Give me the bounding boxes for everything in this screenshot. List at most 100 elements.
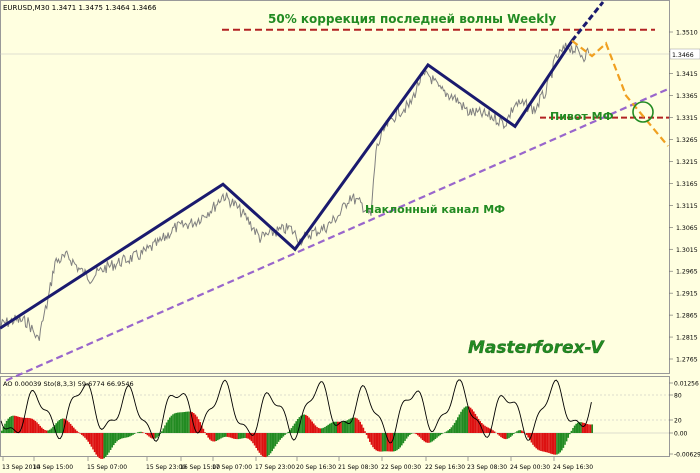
ao-bar [263,433,265,457]
indicator-scale-label: 0.00 [674,431,688,438]
ao-bar [377,433,379,452]
ao-bar [169,417,171,433]
ao-bar [452,425,454,433]
ao-bar [505,433,507,440]
ao-bar [589,424,592,433]
ao-bar [199,422,201,433]
ao-bar [415,433,417,435]
symbol-info: EURUSD,M30 1.3471 1.3475 1.3464 1.3466 [3,4,157,12]
ao-bar [197,419,200,433]
ao-bar [535,433,537,449]
ao-bar [266,433,269,457]
ao-bar [292,425,294,433]
ao-histogram [1,406,593,459]
wave-lines[interactable] [0,39,574,330]
ao-bar [444,432,446,433]
ao-bar [498,433,501,436]
ao-bar [501,433,504,439]
ao-bar [68,422,70,433]
ao-bar [319,428,321,433]
ao-bar [545,433,547,453]
price-label: 1.2765 [676,357,698,364]
ao-bar [105,433,107,457]
ao-bar [517,430,520,433]
ao-bar [245,433,248,439]
ao-bar [365,433,368,435]
ao-bar [111,433,113,448]
ao-bar [137,432,139,433]
forecast-line[interactable] [571,39,669,147]
ao-bar [348,419,350,433]
ao-bar [409,433,411,435]
ao-bar [133,433,136,434]
price-label: 1.3510 [676,30,698,37]
ao-bar [249,433,251,440]
ao-bar [309,419,312,433]
ao-bar [580,422,582,433]
time-label: 24 Sep 16:30 [553,464,593,471]
ao-bar [461,409,464,433]
ao-bar [26,417,29,433]
ao-bar [116,433,118,442]
ao-bar [258,433,261,453]
ao-bar [373,433,376,450]
ao-bar [201,425,203,433]
ao-bar [215,433,217,441]
ao-bar [76,430,78,433]
main-chart-frame[interactable] [0,0,670,374]
ao-bar [189,411,192,433]
indicator-label: AO 0.00039 Sto(8,3,3) 59.6774 66.9546 [3,380,134,388]
ao-bar [325,425,328,433]
ao-bar [82,433,85,437]
time-label: 14 Sep 15:00 [33,464,73,471]
ao-bar [489,428,491,433]
ao-bar [586,424,589,433]
ao-bar [236,433,238,440]
ao-bar [417,433,419,436]
indicator-frame[interactable] [0,376,670,457]
ao-bar [170,415,173,433]
ao-bar [556,433,558,455]
ao-bar [445,431,448,433]
ao-bar [437,433,440,437]
ao-bar [7,418,9,433]
ao-bar [537,433,539,450]
ao-bar [141,432,144,433]
ao-bar [55,423,57,433]
drawings [0,1,670,382]
price-label: 1.2965 [676,269,698,276]
ao-bar [33,419,35,433]
ao-bar [269,433,272,454]
ao-bar [47,430,49,433]
ao-bar [20,417,22,433]
pivot-circle-marker[interactable] [632,101,654,123]
ao-bar [41,427,43,433]
ao-bar [447,430,449,433]
ao-bar [31,418,33,433]
time-label: 13 Sep 2010 [2,464,40,471]
ao-bar [71,425,73,433]
ao-bar [493,431,496,433]
ao-bar [522,431,525,433]
ao-bar [223,433,225,437]
ao-bar [209,433,211,440]
ao-bar [330,422,333,433]
ao-bar [581,422,584,433]
ao-bar [74,429,77,433]
wave-extension-line[interactable] [570,1,605,42]
ao-bar [429,433,432,443]
ao-bar [154,433,157,439]
ao-bar [533,433,536,447]
ao-bar [474,413,477,433]
ao-bar [146,433,149,436]
pivot-annotation: Пивот МФ [550,110,614,123]
ao-bar [372,433,374,448]
ao-bar [204,432,206,433]
ao-bar [178,412,181,433]
ao-bar [60,419,62,433]
ao-bar [439,433,441,436]
ao-bar [530,433,533,443]
ao-bar [281,433,283,439]
